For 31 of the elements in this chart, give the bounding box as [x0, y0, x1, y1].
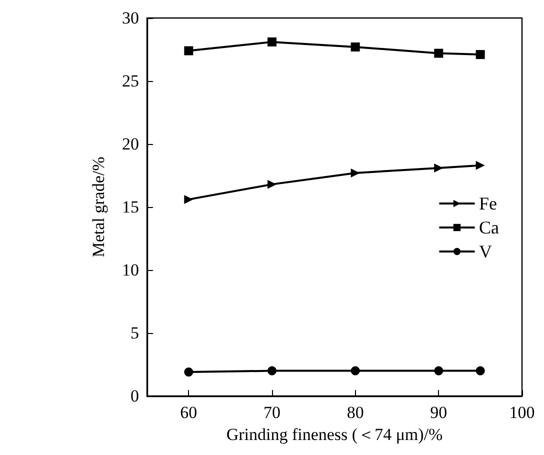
- y-tick-label: 0: [130, 386, 139, 406]
- point: [184, 194, 194, 204]
- x-tick-label: 80: [346, 403, 364, 422]
- y-axis-title: Metal grade/%: [89, 156, 108, 258]
- point: [184, 46, 194, 56]
- point: [268, 37, 276, 46]
- point: [434, 48, 444, 58]
- point: [268, 180, 276, 189]
- x-tick-label: 90: [430, 403, 448, 422]
- x-tick-label: 60: [180, 403, 198, 422]
- y-tick-label: 20: [122, 134, 139, 154]
- y-tick-label: 30: [122, 8, 139, 28]
- point: [350, 42, 360, 52]
- y-tick-label: 10: [122, 260, 139, 280]
- point: [434, 366, 444, 376]
- legend-label: Fe: [479, 194, 498, 214]
- x-axis-title: Grinding fineness (＜74 μm)/%: [226, 425, 443, 444]
- point: [476, 50, 485, 60]
- point: [476, 160, 485, 170]
- y-tick-label: 5: [130, 324, 139, 342]
- legend-label: V: [479, 242, 492, 262]
- point: [350, 366, 360, 376]
- legend-label: Ca: [479, 218, 500, 238]
- y-tick-label: 25: [122, 72, 139, 90]
- x-tick-label: 70: [264, 403, 280, 422]
- point: [350, 168, 360, 178]
- y-tick-label: 15: [122, 198, 139, 216]
- point: [184, 368, 194, 377]
- x-tick-label: 100: [509, 403, 535, 422]
- point: [268, 366, 276, 376]
- point: [476, 366, 485, 376]
